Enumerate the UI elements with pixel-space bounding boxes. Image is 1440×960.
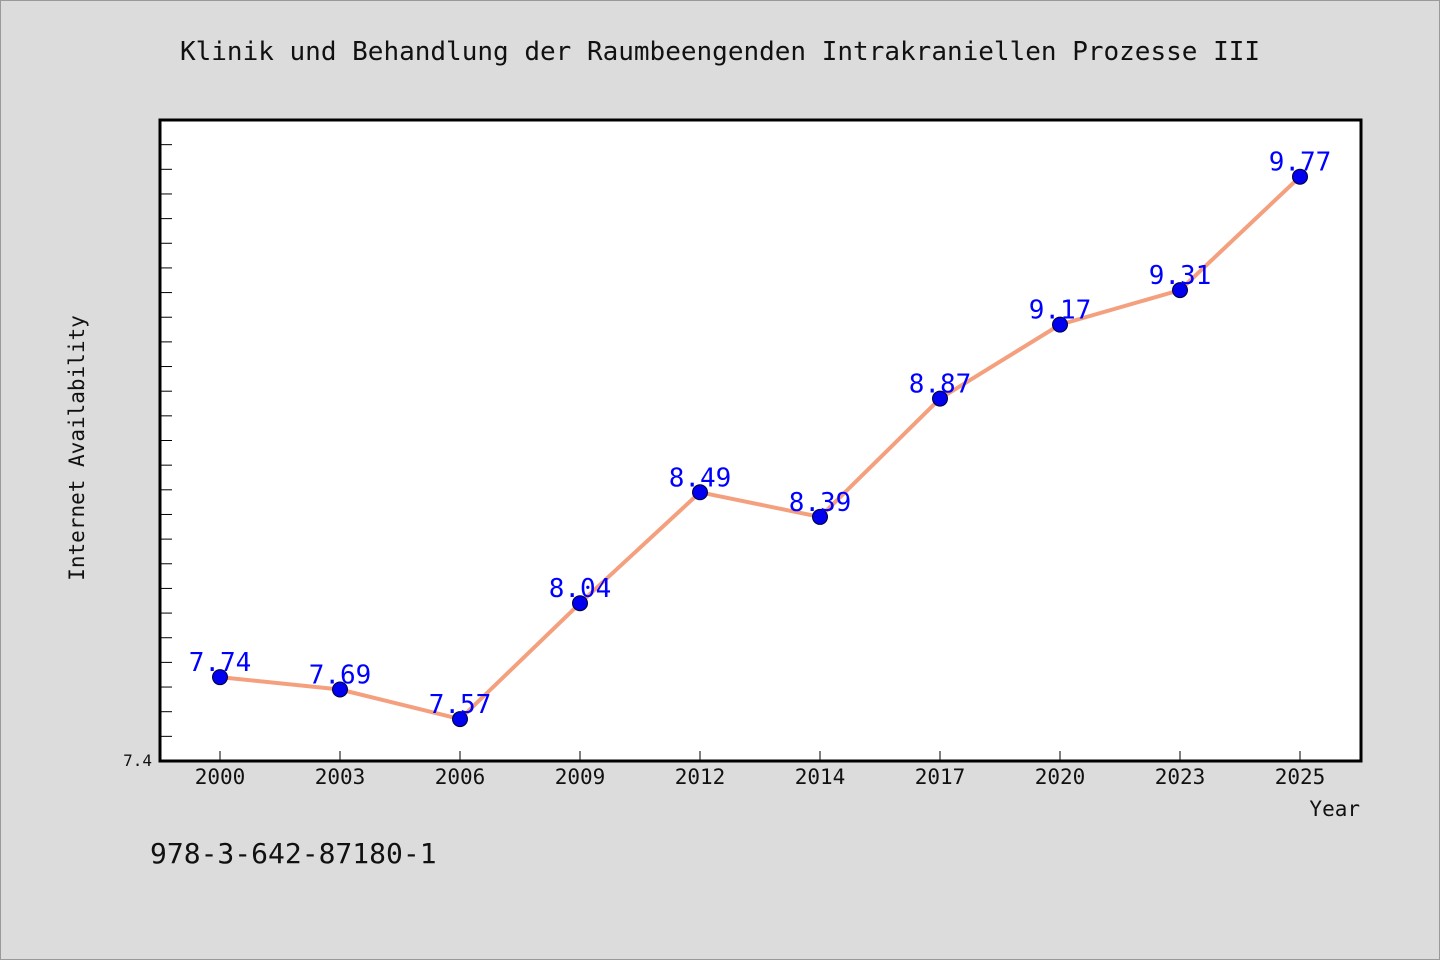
x-tick-label: 2012 xyxy=(675,765,726,789)
plot-area xyxy=(158,118,1363,763)
x-tick-label: 2020 xyxy=(1035,765,1086,789)
data-label: 7.74 xyxy=(189,648,252,678)
data-point xyxy=(1292,168,1308,185)
data-labels: 7.74 7.69 7.57 8.04 8.49 8.39 8.87 9.17 9.31 9.77 xyxy=(189,148,1332,720)
data-point xyxy=(1052,316,1068,333)
data-point xyxy=(212,669,228,686)
data-point xyxy=(932,390,948,407)
data-point xyxy=(332,681,348,698)
x-axis-ticks: 2000 2003 2006 2009 2012 2014 2017 2020 2023 2025 xyxy=(195,751,1326,789)
data-point xyxy=(692,484,708,501)
data-label: 8.49 xyxy=(669,463,732,493)
y-axis-ticks xyxy=(160,144,172,737)
data-label: 9.31 xyxy=(1149,261,1212,291)
data-label: 7.69 xyxy=(309,661,372,691)
y-tick-label: 7.4 xyxy=(123,751,152,770)
x-tick-label: 2003 xyxy=(315,765,366,789)
series-line xyxy=(218,174,1302,722)
data-label: 7.57 xyxy=(429,690,492,720)
x-tick-label: 2006 xyxy=(435,765,486,789)
series-layer xyxy=(212,168,1308,728)
x-tick-label: 2017 xyxy=(915,765,966,789)
data-point xyxy=(812,508,828,525)
x-tick-label: 2023 xyxy=(1155,765,1206,789)
y-axis-title: Internet Availability xyxy=(65,315,89,581)
data-label: 9.17 xyxy=(1029,296,1092,326)
data-label: 9.77 xyxy=(1269,148,1332,178)
x-axis-title: Year xyxy=(1309,797,1360,821)
x-tick-label: 2000 xyxy=(195,765,246,789)
x-tick-label: 2014 xyxy=(795,765,846,789)
x-tick-label: 2025 xyxy=(1275,765,1326,789)
data-point xyxy=(1172,282,1188,299)
data-label: 8.04 xyxy=(549,574,612,604)
data-point xyxy=(572,595,588,612)
data-label: 8.87 xyxy=(909,370,972,400)
chart-title: Klinik und Behandlung der Raumbeengenden… xyxy=(180,37,1260,67)
x-tick-label: 2009 xyxy=(555,765,606,789)
data-label: 8.39 xyxy=(789,488,852,518)
data-point xyxy=(452,711,468,728)
isbn-text: 978-3-642-87180-1 xyxy=(150,837,437,870)
